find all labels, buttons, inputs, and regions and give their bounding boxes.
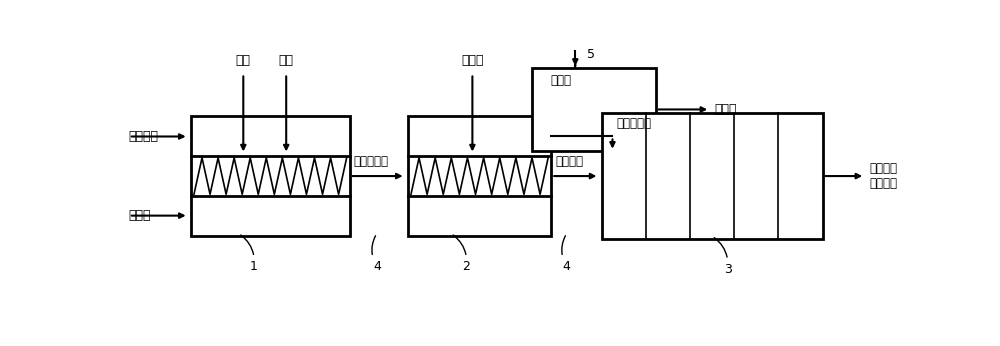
Text: 前驱体溶液: 前驱体溶液 (354, 155, 389, 168)
Bar (532, 68, 656, 151)
Text: 1: 1 (241, 235, 258, 273)
Text: 副产物气体: 副产物气体 (616, 117, 651, 130)
Bar (408, 116, 551, 236)
Bar (191, 116, 350, 236)
Bar (602, 113, 822, 239)
Text: 氟化氢: 氟化氢 (461, 54, 484, 67)
Text: 中间溶液: 中间溶液 (555, 155, 583, 168)
Text: 三氯化磷: 三氯化磷 (128, 130, 158, 143)
Text: 3: 3 (714, 238, 732, 276)
Text: 2: 2 (453, 235, 470, 273)
Text: 氯气: 氯气 (236, 54, 251, 67)
Text: 卤化盐: 卤化盐 (128, 209, 151, 222)
Text: 5: 5 (587, 48, 595, 61)
Text: 4: 4 (372, 236, 381, 273)
Text: 氟化氢: 氟化氢 (550, 74, 571, 87)
Text: 氯化氢: 氯化氢 (714, 103, 736, 116)
Text: 溶剂: 溶剂 (279, 54, 294, 67)
Text: 六氟磷酸
盐浓缩液: 六氟磷酸 盐浓缩液 (869, 162, 897, 190)
Text: 4: 4 (562, 236, 571, 273)
